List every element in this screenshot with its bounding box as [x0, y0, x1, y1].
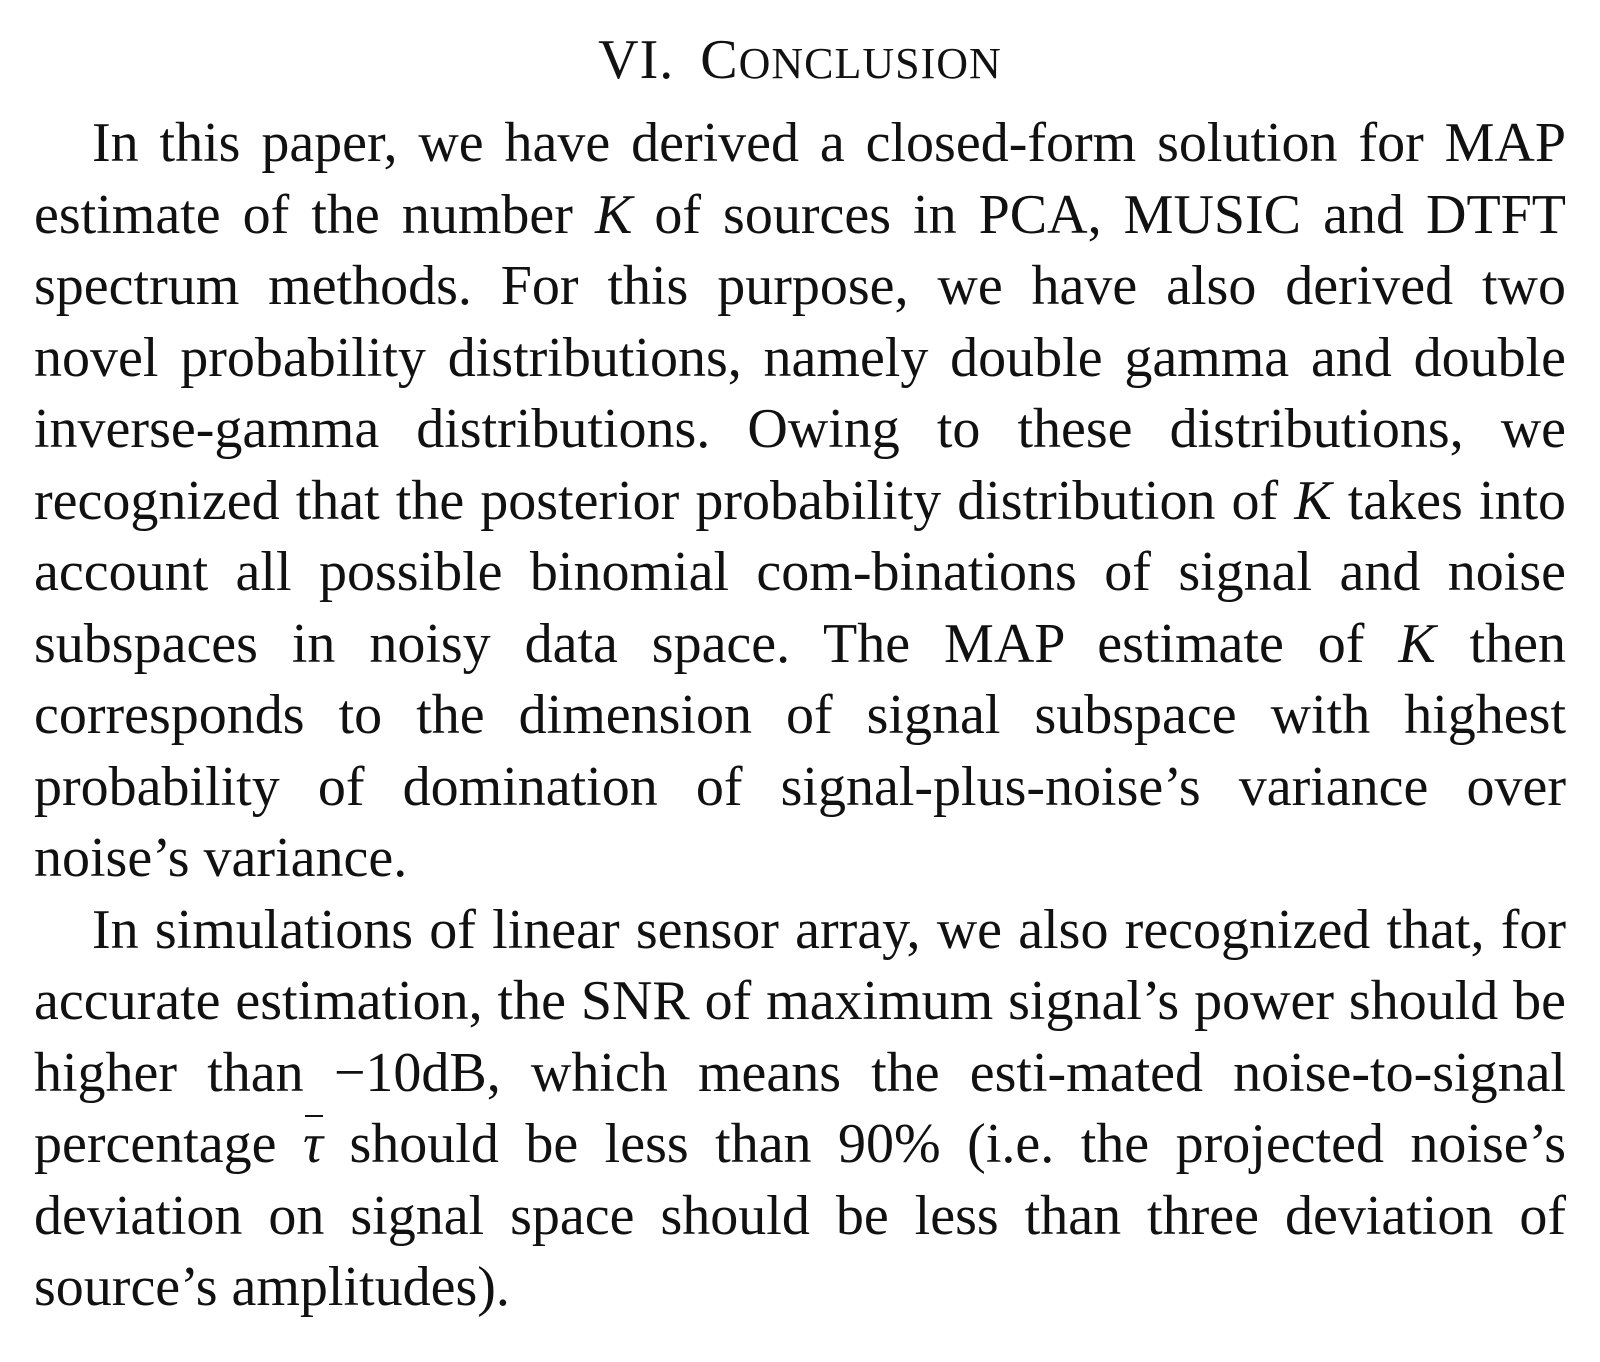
p1-text-2: of sources in PCA, MUSIC and DTFT spectr… — [34, 183, 1566, 532]
conclusion-paragraph-2: In simulations of linear sensor array, w… — [34, 895, 1566, 1324]
p1-text-5: then corresponds to the dimension of sig… — [34, 612, 1566, 890]
p2-text-1: In simulations of linear sensor array, w… — [34, 898, 1566, 1104]
p1-text-4: binations of signal and noise subspaces … — [34, 541, 1566, 675]
p2-text-4: should be less than — [323, 1113, 839, 1175]
paper-page: VI. CONCLUSION In this paper, we have der… — [34, 0, 1566, 1324]
p2-text-2: , which means the esti- — [486, 1041, 1067, 1104]
p2-text-3: mated noise-to-signal percentage — [34, 1041, 1566, 1176]
p1-text-3: takes into account all possible binomial… — [34, 469, 1567, 604]
p2-tau-glyph: τ — [302, 1113, 324, 1175]
p2-percent: 90% — [838, 1113, 941, 1175]
p2-text-5: (i.e. the projected noise’s deviation on… — [34, 1113, 1566, 1318]
p2-snr-threshold: −10dB — [333, 1041, 487, 1104]
p1-text-1: In this paper, we have derived a closed-… — [34, 112, 1566, 246]
p1-symbol-k: K — [1294, 469, 1332, 532]
conclusion-paragraph-1: In this paper, we have derived a closed-… — [34, 108, 1566, 895]
p2-symbol-tau-bar: τ — [302, 1109, 324, 1181]
p1-symbol-k: K — [1398, 612, 1436, 675]
section-title-initial: C — [700, 29, 739, 91]
p1-symbol-k: K — [594, 183, 633, 246]
section-number: VI. — [598, 29, 675, 91]
section-title-rest: ONCLUSION — [738, 39, 1002, 88]
section-heading: VI. CONCLUSION — [34, 30, 1566, 90]
